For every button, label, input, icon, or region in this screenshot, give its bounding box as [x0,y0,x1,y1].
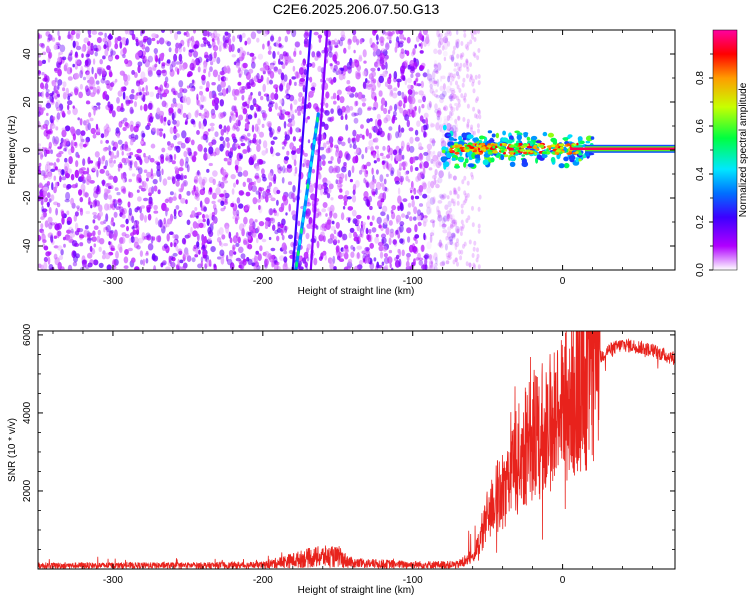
x-tick-label: -100 [403,575,423,586]
spectrogram-xlabel: Height of straight line (km) [298,286,415,297]
y-tick-label: 20 [22,96,33,108]
spectral-line-3 [309,30,329,270]
colorbar-gradient [713,30,737,270]
snr-panel: -300 -200 -100 0 2000 4000 6000 Height of stra… [7,323,676,596]
colorbar-tick-label: 0.2 [695,215,706,229]
y-tick-label: -40 [22,238,33,253]
figure-title: C2E6.2025.206.07.50.G13 [273,1,440,17]
x-tick-label: 0 [560,575,566,586]
y-tick-label: 0 [22,147,33,153]
snr-xlabel: Height of straight line (km) [298,585,415,596]
x-tick-label: -300 [103,575,123,586]
x-tick-label: -100 [403,276,423,287]
noise-region [38,30,482,270]
x-tick-label: 0 [560,276,566,287]
carrier-band [440,124,675,170]
snr-series-line [38,331,675,569]
y-tick-label: 4000 [22,401,33,424]
x-tick-label: -200 [253,575,273,586]
snr-marks [38,331,675,569]
colorbar-tick-label: 0.0 [695,263,706,277]
snr-ticks: -300 -200 -100 0 2000 4000 6000 [22,323,675,586]
colorbar: 0.0 0.2 0.4 0.6 0.8 Normalized spectral ampl… [695,29,749,277]
colorbar-tick-label: 0.8 [695,71,706,85]
x-tick-label: -300 [103,276,123,287]
spectrogram-ylabel: Frequency (Hz) [7,116,18,185]
colorbar-ticks: 0.0 0.2 0.4 0.6 0.8 [695,53,713,277]
colorbar-label: Normalized spectral amplitude [738,82,749,217]
y-tick-label: 40 [22,48,33,60]
colorbar-tick-label: 0.6 [695,119,706,133]
spectral-line-1 [291,30,312,270]
y-tick-label: 2000 [22,479,33,502]
spectrogram-marks [38,30,675,270]
spectral-line-2 [294,112,320,270]
y-tick-label: 6000 [22,323,33,346]
x-tick-label: -200 [253,276,273,287]
colorbar-tick-label: 0.4 [695,167,706,181]
y-tick-label: -20 [22,190,33,205]
snr-ylabel: SNR (10 * v/v) [7,418,18,482]
